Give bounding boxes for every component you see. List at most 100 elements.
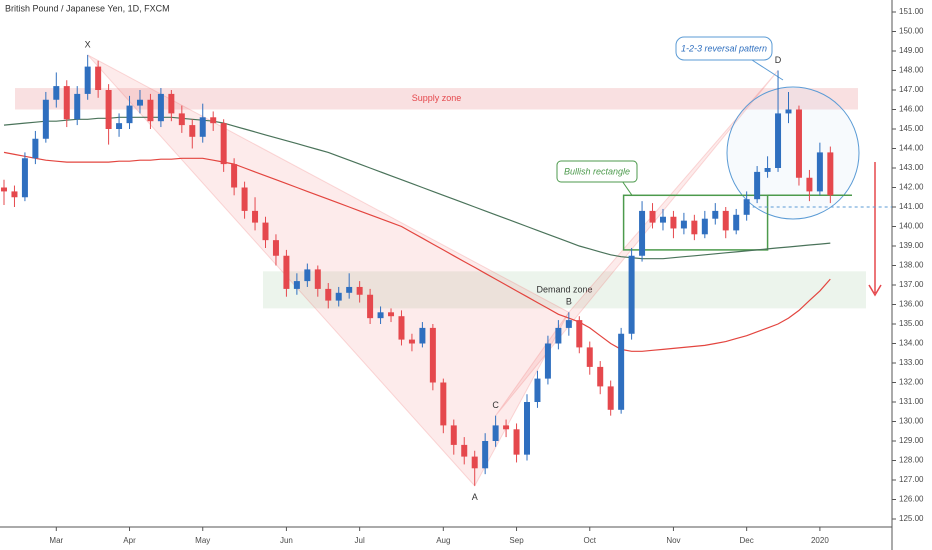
x-tick-label: 2020 <box>811 536 829 545</box>
candle-body <box>597 366 604 387</box>
candle-body <box>471 456 478 469</box>
candle-body <box>429 327 436 383</box>
candle-body <box>398 316 405 340</box>
candle-body <box>168 93 175 114</box>
y-tick-label: 133.00 <box>899 358 924 367</box>
down-arrow <box>868 162 882 297</box>
candle-body <box>670 216 677 229</box>
candle-body <box>513 429 520 455</box>
moving-average <box>3 151 831 352</box>
bullish-rectangle <box>622 194 769 251</box>
x-tick-label: May <box>195 536 210 545</box>
candle-body <box>701 218 708 235</box>
candle-body <box>314 269 321 289</box>
candle-body <box>795 109 802 178</box>
candle-body <box>576 320 583 348</box>
candle-body <box>586 347 593 367</box>
pattern-point-label: D <box>775 55 782 65</box>
candle-body <box>157 93 164 122</box>
chart-title: British Pound / Japanese Yen, 1D, FXCM <box>5 3 170 13</box>
y-tick-label: 149.00 <box>899 46 924 55</box>
y-tick-label: 142.00 <box>899 183 924 192</box>
candle-body <box>262 222 269 241</box>
candle-body <box>63 86 70 120</box>
candle-body <box>21 158 28 198</box>
candle-body <box>524 402 530 455</box>
candle-body <box>147 99 154 122</box>
candle-body <box>283 255 290 289</box>
candle-body <box>680 220 687 229</box>
y-tick-label: 129.00 <box>899 436 924 445</box>
candle-body <box>304 269 311 282</box>
y-tick-label: 131.00 <box>899 397 924 406</box>
candle-body <box>733 214 740 231</box>
x-tick-label: Dec <box>740 536 754 545</box>
candle-body <box>53 86 60 100</box>
y-tick-label: 140.00 <box>899 222 924 231</box>
candle-body <box>189 125 196 137</box>
candle-body <box>827 152 834 196</box>
zone-label: Supply zone <box>412 93 462 103</box>
y-tick-label: 150.00 <box>899 27 924 36</box>
y-tick-label: 125.00 <box>899 514 924 523</box>
pattern-label: 1-2-3 reversal pattern <box>681 43 767 53</box>
candle-body <box>32 138 39 159</box>
candle-body <box>210 117 217 124</box>
candle-body <box>346 286 353 293</box>
y-tick-label: 137.00 <box>899 280 924 289</box>
y-tick-label: 134.00 <box>899 339 924 348</box>
candle-body <box>816 152 823 192</box>
candle-body <box>440 382 447 426</box>
y-tick-label: 143.00 <box>899 163 924 172</box>
candle-body <box>461 444 468 457</box>
y-tick-label: 135.00 <box>899 319 924 328</box>
y-tick-label: 130.00 <box>899 417 924 426</box>
pattern-layer: Supply zone Demand zone <box>15 54 866 487</box>
x-tick-label: Nov <box>666 536 680 545</box>
candle-body <box>105 90 112 129</box>
candle-body <box>199 117 206 137</box>
candle-body <box>691 220 698 235</box>
y-tick-label: 141.00 <box>899 202 924 211</box>
x-tick-label: Oct <box>584 536 597 545</box>
candle-body <box>335 292 342 301</box>
candle-body <box>785 109 792 114</box>
x-tick-label: Sep <box>509 536 524 545</box>
candle-body <box>325 288 332 301</box>
x-tick-label: Jul <box>355 536 365 545</box>
zone <box>263 271 866 309</box>
pattern-triangle <box>495 70 779 416</box>
y-tick-label: 151.00 <box>899 7 924 16</box>
y-tick-label: 139.00 <box>899 241 924 250</box>
candle-body <box>712 210 719 219</box>
pattern-point-label: B <box>566 297 572 307</box>
y-tick-label: 138.00 <box>899 261 924 270</box>
pattern-point-label: X <box>85 39 91 49</box>
candle-body <box>408 339 415 344</box>
y-tick-label: 127.00 <box>899 475 924 484</box>
candle-body <box>377 312 384 319</box>
candle-body <box>482 441 489 469</box>
zone <box>15 88 858 110</box>
y-tick-label: 144.00 <box>899 144 924 153</box>
y-tick-label: 147.00 <box>899 85 924 94</box>
candle-body <box>74 93 81 120</box>
y-tick-label: 126.00 <box>899 495 924 504</box>
candle-body <box>1 187 7 192</box>
candle-body <box>126 105 133 124</box>
candle-body <box>220 123 227 165</box>
pattern-point-label: A <box>472 492 478 502</box>
y-tick-label: 145.00 <box>899 124 924 133</box>
candle-body <box>356 286 363 295</box>
candle-body <box>555 327 562 344</box>
candle-body <box>534 378 541 402</box>
candle-body <box>388 312 395 317</box>
candle-body <box>84 66 91 94</box>
candle-body <box>544 343 551 379</box>
rectangle-label: Bullish rectangle <box>564 166 630 176</box>
candle-body <box>503 425 510 430</box>
candle-body <box>492 425 499 441</box>
candle-body <box>754 171 761 200</box>
candle-body <box>178 113 185 126</box>
